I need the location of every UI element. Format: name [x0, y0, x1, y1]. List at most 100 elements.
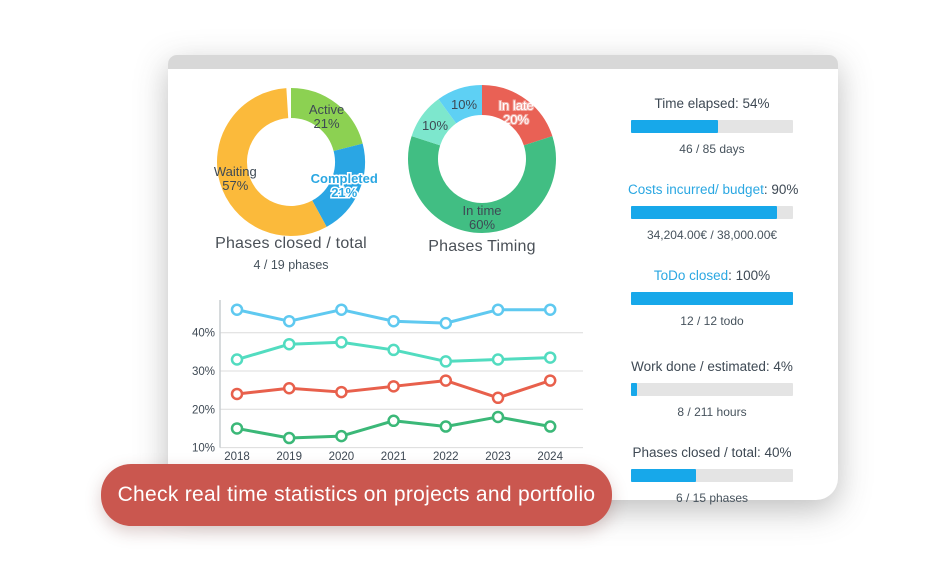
progress-bar-track: [631, 469, 793, 482]
data-point-marker: [439, 316, 453, 330]
progress-bar-fill: [631, 383, 638, 396]
donut-segment-label: 10%: [422, 118, 448, 133]
progress-bar-fill: [631, 469, 696, 482]
data-point-marker: [543, 374, 557, 387]
data-point-marker: [335, 385, 348, 399]
donut-segment-label: Active 21%: [309, 102, 344, 131]
data-point-marker: [282, 337, 296, 351]
donut-segment-label: 10%: [451, 97, 477, 112]
progress-bar-fill: [631, 120, 719, 133]
x-axis-tick-label: 2020: [329, 451, 355, 463]
stat-title: Work done / estimated: 4%: [628, 358, 796, 375]
donut-segment-label: In late 20%: [498, 98, 533, 127]
donut-segment-label: Completed 21%: [311, 171, 378, 200]
stat-percent: : 54%: [735, 96, 770, 111]
data-point-marker: [335, 303, 348, 316]
stat-block: Time elapsed: 54% 46 / 85 days: [628, 95, 796, 156]
stat-block: ToDo closed: 100% 12 / 12 todo: [628, 267, 796, 328]
data-point-marker: [491, 303, 505, 316]
data-point-marker: [439, 355, 453, 368]
window-titlebar: [168, 55, 838, 69]
stat-caption: 6 / 15 phases: [675, 491, 749, 505]
stat-caption: 46 / 85 days: [679, 142, 745, 156]
x-axis-tick-label: 2024: [537, 451, 563, 463]
progress-bar-fill: [631, 292, 793, 305]
data-point-marker: [282, 431, 296, 445]
stat-caption: 12 / 12 todo: [680, 314, 744, 328]
donut-segment: [408, 136, 556, 233]
x-axis-tick-label: 2022: [433, 451, 459, 463]
data-point-marker: [439, 374, 453, 387]
stat-block: Costs incurred/ budget: 90% 34,204.00€ / …: [628, 181, 799, 242]
data-point-marker: [230, 303, 244, 316]
data-point-marker: [230, 387, 244, 401]
data-point-marker: [282, 314, 296, 328]
x-axis-tick-label: 2023: [485, 451, 511, 463]
data-point-marker: [387, 414, 400, 428]
stat-title: Time elapsed: 54%: [628, 95, 796, 112]
y-axis-tick-label: 40%: [192, 328, 215, 340]
donut-chart-phases-closed: Active 21% Completed 21% Waiting 57%: [214, 88, 379, 236]
dashboard-window: Active 21% Completed 21% Waiting 57% In late 2…: [168, 55, 838, 505]
data-point-marker: [543, 420, 557, 433]
data-point-marker: [491, 353, 505, 366]
stat-percent: : 100%: [728, 268, 771, 283]
donut-segment: [217, 88, 327, 236]
stat-label: Phases closed / total: [632, 445, 758, 460]
donut-segment: [311, 143, 365, 227]
stat-label: Time elapsed: [654, 96, 735, 111]
stat-title: ToDo closed: 100%: [628, 267, 796, 284]
stat-percent: : 4%: [765, 359, 793, 374]
data-point-marker: [439, 420, 453, 433]
data-point-marker: [387, 380, 400, 393]
x-axis-tick-label: 2021: [381, 451, 407, 463]
donut1-title: Phases closed / total: [215, 235, 367, 252]
data-point-marker: [491, 410, 505, 424]
stat-caption: 8 / 211 hours: [677, 405, 747, 419]
stat-title: Costs incurred/ budget: 90%: [628, 181, 799, 198]
progress-bar-track: [631, 383, 793, 396]
donut2-title: Phases Timing: [428, 238, 536, 255]
stat-block: Phases closed / total: 40% 6 / 15 phases: [628, 444, 796, 505]
data-point-marker: [335, 429, 348, 443]
data-point-marker: [335, 336, 348, 349]
stat-label-link[interactable]: Costs incurred/ budget: [628, 182, 764, 197]
progress-bar-track: [631, 206, 793, 219]
data-point-marker: [387, 343, 400, 357]
donut1-subtitle: 4 / 19 phases: [253, 258, 329, 272]
progress-bar-fill: [631, 206, 777, 219]
stat-caption: 34,204.00€ / 38,000.00€: [646, 228, 778, 242]
progress-bar-track: [631, 120, 793, 133]
data-point-marker: [491, 391, 505, 405]
donut-segment: [438, 85, 483, 124]
y-axis-tick-label: 10%: [192, 443, 215, 455]
data-point-marker: [387, 314, 400, 328]
callout-banner: Check real time statistics on projects a…: [101, 464, 612, 526]
stat-block: Work done / estimated: 4% 8 / 211 hours: [628, 358, 796, 419]
x-axis-tick-label: 2019: [276, 451, 302, 463]
stat-percent: : 40%: [757, 445, 792, 460]
line-chart-yearly-trends: 10% 20% 30% 40% 2018 2019 2020 2021 2022 2023 2024: [192, 300, 583, 463]
data-point-marker: [282, 381, 296, 395]
stat-label: Work done / estimated: [631, 359, 766, 374]
y-axis-tick-label: 30%: [192, 366, 215, 378]
donut-segment-label: Waiting 57%: [214, 164, 257, 193]
stat-percent: : 90%: [763, 182, 799, 197]
donut-chart-phases-timing: In late 20% In time 60% 10%10%: [408, 85, 556, 233]
y-axis-tick-label: 20%: [192, 404, 215, 416]
stat-label-link[interactable]: ToDo closed: [653, 268, 729, 283]
data-point-marker: [543, 351, 557, 364]
donut-segment-label: In time 60%: [462, 203, 501, 232]
donut-segment: [481, 85, 553, 147]
x-axis-tick-label: 2018: [224, 451, 250, 463]
stat-title: Phases closed / total: 40%: [628, 444, 796, 461]
progress-bar-track: [631, 292, 793, 305]
donut-segment: [290, 88, 363, 152]
callout-text: Check real time statistics on projects a…: [117, 483, 596, 506]
stats-panel: Time elapsed: 54% 46 / 85 days Costs incur…: [628, 95, 799, 530]
data-point-marker: [230, 422, 244, 435]
data-point-marker: [230, 353, 244, 366]
donut-segment: [411, 99, 457, 147]
data-point-marker: [543, 303, 557, 316]
